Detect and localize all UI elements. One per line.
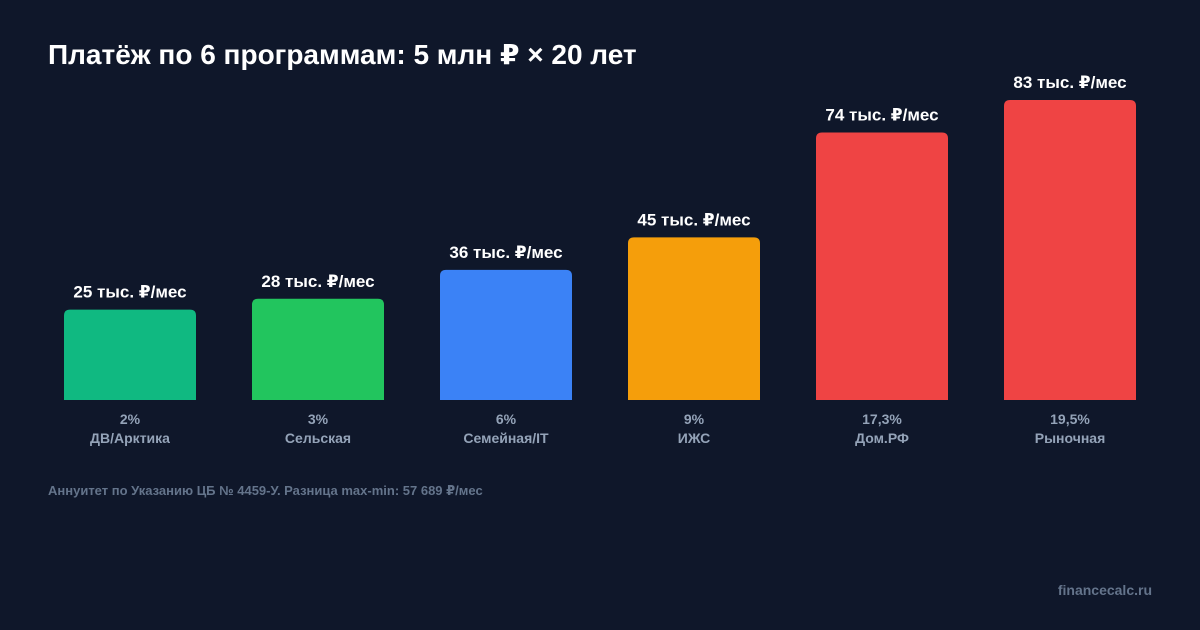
rate-label-2: 3% [308, 411, 329, 427]
rate-label-5: 17,3% [862, 411, 902, 427]
rate-label-1: 2% [120, 411, 141, 427]
chart-footnote: Аннуитет по Указанию ЦБ № 4459-У. Разниц… [48, 483, 483, 498]
bar-1 [64, 309, 196, 400]
rate-label-4: 9% [684, 411, 705, 427]
value-label-4: 45 тыс. ₽/мес [637, 210, 750, 229]
value-label-3: 36 тыс. ₽/мес [449, 243, 562, 262]
category-label-5: Дом.РФ [855, 430, 909, 446]
value-label-6: 83 тыс. ₽/мес [1013, 73, 1126, 92]
rate-label-6: 19,5% [1050, 411, 1090, 427]
category-label-1: ДВ/Арктика [90, 430, 170, 446]
rate-label-3: 6% [496, 411, 517, 427]
site-watermark: financecalc.ru [1057, 582, 1152, 598]
chart-title: Платёж по 6 программам: 5 млн ₽ × 20 лет [48, 39, 637, 70]
bar-2 [252, 298, 384, 400]
category-label-2: Сельская [285, 430, 351, 446]
value-label-2: 28 тыс. ₽/мес [261, 272, 374, 291]
bar-6 [1004, 100, 1136, 400]
category-label-6: Рыночная [1035, 430, 1106, 446]
category-label-3: Семейная/IT [463, 430, 549, 446]
value-label-1: 25 тыс. ₽/мес [73, 283, 186, 302]
bar-4 [628, 237, 760, 400]
category-label-4: ИЖС [678, 430, 710, 446]
bar-5 [816, 132, 948, 400]
value-label-5: 74 тыс. ₽/мес [825, 106, 938, 125]
bar-3 [440, 269, 572, 400]
